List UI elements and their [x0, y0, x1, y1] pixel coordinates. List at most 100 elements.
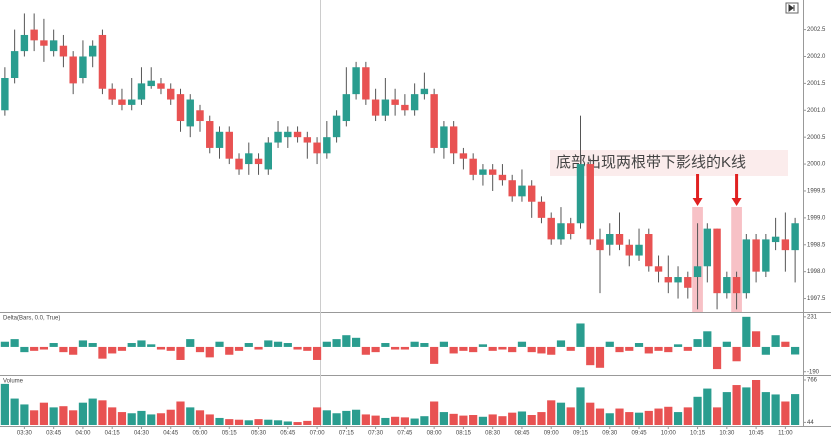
bar [508, 412, 517, 425]
x-tick-label: 09:30 [602, 431, 618, 437]
bar [547, 346, 556, 355]
bar [615, 346, 624, 353]
scroll-icon [788, 4, 795, 12]
candle-body [323, 137, 331, 154]
candle-body [742, 239, 751, 294]
arrow [692, 174, 703, 206]
bar [469, 346, 478, 353]
candle-body [254, 158, 263, 165]
highlight [731, 207, 742, 312]
bar [430, 346, 439, 364]
x-tick-label: 08:30 [485, 431, 501, 437]
candle-body [30, 29, 38, 41]
bar [771, 335, 780, 347]
bar [371, 346, 380, 353]
candle-body [440, 126, 448, 148]
x-tick-label: 04:45 [163, 431, 179, 437]
candle-body [420, 88, 429, 95]
x-tick-label: 10:45 [749, 431, 765, 437]
bar [10, 398, 19, 425]
candle-body [401, 104, 409, 111]
bar [488, 414, 497, 425]
bar [517, 411, 527, 425]
candle-body [791, 223, 799, 251]
bar [391, 416, 400, 425]
y-tick-label: 2000.0 [807, 162, 826, 168]
bar [59, 406, 68, 425]
x-tick-label: 10:15 [690, 431, 706, 437]
candle-body [225, 131, 233, 159]
bar [273, 341, 283, 347]
bar [722, 392, 731, 425]
bar [244, 420, 253, 425]
bar [215, 417, 224, 425]
bar [166, 346, 175, 351]
x-tick-label: 07:00 [310, 431, 326, 437]
bar [673, 344, 683, 347]
candle-body [703, 228, 712, 267]
bar [88, 343, 97, 347]
candle-body [596, 239, 604, 251]
bar [605, 413, 614, 425]
bar [537, 412, 546, 425]
bar [98, 400, 107, 425]
candle-body [157, 83, 165, 89]
candle-body [381, 99, 390, 116]
candle-body [332, 115, 341, 138]
y-tick-label: 2001.0 [807, 108, 826, 114]
bar [0, 383, 9, 425]
bar [176, 401, 185, 425]
candle-body [88, 45, 97, 57]
bar [498, 346, 507, 350]
bar [712, 346, 722, 370]
candle-body [391, 99, 399, 105]
candle-body [274, 131, 282, 143]
x-tick-label: 05:00 [192, 431, 208, 437]
bar [352, 337, 361, 347]
x-tick-label: 08:45 [514, 431, 530, 437]
bar [517, 341, 527, 347]
bar [156, 346, 166, 350]
bar [30, 346, 39, 351]
bar [703, 331, 712, 347]
bar [176, 346, 185, 360]
bar [410, 418, 419, 425]
bar [459, 415, 468, 425]
bar [527, 415, 536, 425]
bar [439, 412, 448, 425]
bar [49, 343, 58, 347]
bar [20, 404, 29, 425]
bar [625, 346, 634, 351]
candle-body [498, 174, 507, 181]
bar [234, 419, 244, 425]
candle-body [10, 51, 19, 78]
y-tick-label: 2002.5 [807, 27, 826, 33]
candle-body [625, 244, 633, 256]
bar [742, 316, 751, 347]
bar [400, 346, 409, 350]
bar [156, 413, 166, 425]
bar [108, 346, 117, 354]
candle-body [508, 180, 516, 197]
bar [78, 340, 88, 347]
bar [352, 409, 361, 425]
bar [576, 323, 585, 347]
bar [205, 414, 214, 425]
candle-body [645, 234, 653, 267]
candle-body [1, 78, 9, 111]
bar [361, 346, 370, 355]
bar [254, 419, 263, 425]
bar [556, 340, 566, 347]
x-tick-label: 07:45 [397, 431, 413, 437]
bar [478, 416, 488, 425]
candle-body [762, 239, 770, 272]
bar [127, 343, 136, 347]
bar [127, 413, 136, 425]
y-tick-label: 2001.5 [807, 81, 826, 87]
bar [791, 394, 800, 425]
x-tick-label: 10:00 [661, 431, 677, 437]
candle-body [713, 228, 721, 294]
bar [225, 346, 234, 355]
candle-body [430, 94, 438, 148]
bar [117, 346, 127, 351]
